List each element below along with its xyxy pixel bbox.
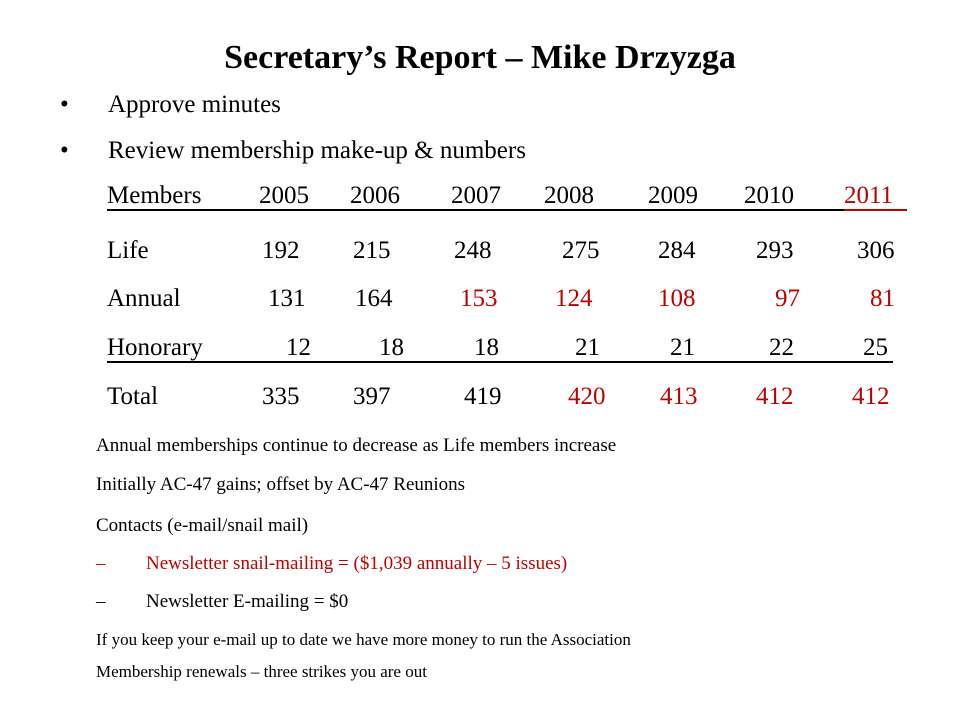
bullet-text: Review membership make-up & numbers bbox=[108, 137, 526, 164]
row-value-highlight: 81 bbox=[870, 285, 895, 312]
row-value-highlight: 124 bbox=[555, 285, 593, 312]
row-value: 25 bbox=[863, 334, 888, 361]
row-value: 192 bbox=[262, 237, 300, 264]
header-year: 2009 bbox=[648, 182, 698, 209]
note-keep-email: If you keep your e-mail up to date we ha… bbox=[96, 630, 631, 649]
row-value: 275 bbox=[562, 237, 600, 264]
row-value: 21 bbox=[575, 334, 600, 361]
row-value-highlight: 412 bbox=[852, 383, 890, 410]
header-year: 2006 bbox=[350, 182, 400, 209]
note-ac47: Initially AC-47 gains; offset by AC-47 R… bbox=[96, 474, 466, 495]
row-value: 215 bbox=[353, 237, 391, 264]
header-year: 2010 bbox=[744, 182, 794, 209]
table-row-annual: Annual 131 164 153 124 108 97 81 bbox=[107, 282, 907, 316]
row-value-highlight: 153 bbox=[460, 285, 498, 312]
row-value: 248 bbox=[454, 237, 492, 264]
honorary-underline bbox=[107, 361, 893, 363]
header-underline bbox=[107, 209, 844, 211]
bullet-text: Approve minutes bbox=[108, 91, 281, 118]
bullet-glyph: • bbox=[60, 137, 69, 164]
row-value-highlight: 412 bbox=[756, 383, 794, 410]
header-year: 2008 bbox=[544, 182, 594, 209]
row-value-highlight: 413 bbox=[660, 383, 698, 410]
header-year: 2005 bbox=[259, 182, 309, 209]
subnote-text: Newsletter snail-mailing = ($1,039 annua… bbox=[146, 553, 568, 574]
row-value-highlight: 420 bbox=[568, 383, 606, 410]
dash-glyph: – bbox=[96, 553, 106, 574]
row-label: Annual bbox=[107, 285, 181, 312]
header-underline-highlight bbox=[844, 209, 907, 211]
note-contacts: Contacts (e-mail/snail mail) bbox=[96, 515, 309, 536]
row-value: 18 bbox=[474, 334, 499, 361]
row-value: 293 bbox=[756, 237, 794, 264]
table-row-honorary: Honorary 12 18 18 21 21 22 25 bbox=[107, 331, 907, 365]
row-value: 131 bbox=[268, 285, 306, 312]
row-label: Honorary bbox=[107, 334, 203, 361]
table-row-total: Total 335 397 419 420 413 412 412 bbox=[107, 380, 907, 414]
bullet-glyph: • bbox=[60, 91, 69, 118]
row-label: Life bbox=[107, 237, 149, 264]
row-value-highlight: 108 bbox=[658, 285, 696, 312]
row-value: 22 bbox=[769, 334, 794, 361]
header-year: 2007 bbox=[451, 182, 501, 209]
row-value: 164 bbox=[355, 285, 393, 312]
row-value: 12 bbox=[286, 334, 311, 361]
row-value: 306 bbox=[857, 237, 895, 264]
row-label: Total bbox=[107, 383, 159, 410]
note-renewals: Membership renewals – three strikes you … bbox=[96, 662, 427, 681]
note-annual-decrease: Annual memberships continue to decrease … bbox=[96, 435, 617, 456]
row-value: 18 bbox=[379, 334, 404, 361]
row-value: 284 bbox=[658, 237, 696, 264]
row-value: 335 bbox=[262, 383, 300, 410]
header-year-highlight: 2011 bbox=[844, 182, 894, 209]
row-value-highlight: 97 bbox=[775, 285, 800, 312]
row-value: 21 bbox=[670, 334, 695, 361]
row-value: 419 bbox=[464, 383, 502, 410]
row-value: 397 bbox=[353, 383, 391, 410]
subnote-text: Newsletter E-mailing = $0 bbox=[146, 591, 349, 612]
table-row-life: Life 192 215 248 275 284 293 306 bbox=[107, 234, 907, 268]
slide-title: Secretary’s Report – Mike Drzyzga bbox=[224, 39, 736, 76]
table-header-row: Members 2005 2006 2007 2008 2009 2010 20… bbox=[107, 179, 907, 213]
header-label: Members bbox=[107, 182, 202, 209]
dash-glyph: – bbox=[96, 591, 106, 612]
